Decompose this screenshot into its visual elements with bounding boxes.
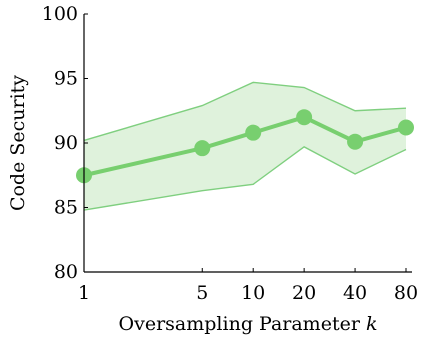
data-point-80 bbox=[398, 119, 414, 136]
series-line bbox=[83, 115, 407, 178]
x-tick-label: 20 bbox=[292, 282, 316, 304]
data-point-5 bbox=[194, 140, 211, 157]
y-tick-label: 80 bbox=[54, 261, 78, 283]
y-tick-label: 90 bbox=[54, 132, 78, 154]
x-tick-label: 40 bbox=[343, 282, 367, 304]
x-tick-label: 10 bbox=[241, 282, 265, 304]
x-ticks: 1 5 10 20 40 80 bbox=[78, 268, 418, 304]
x-tick-label: 5 bbox=[196, 282, 208, 304]
data-point-10 bbox=[245, 124, 262, 141]
x-tick-label: 80 bbox=[394, 282, 418, 304]
confidence-band bbox=[84, 82, 406, 211]
x-axis-label-variable: k bbox=[366, 313, 378, 335]
y-ticks: 80 85 90 95 100 bbox=[42, 3, 88, 283]
series-line-layer bbox=[83, 115, 407, 178]
y-tick-label: 95 bbox=[54, 68, 78, 90]
x-tick-label: 1 bbox=[78, 282, 90, 304]
x-axis-label: Oversampling Parameter k bbox=[119, 313, 378, 335]
x-axis-label-text: Oversampling Parameter bbox=[119, 313, 366, 335]
marker-layer bbox=[76, 109, 414, 184]
y-tick-label: 85 bbox=[54, 197, 78, 219]
confidence-band-layer bbox=[83, 81, 407, 211]
y-tick-label: 100 bbox=[42, 3, 78, 25]
band-upper-edge bbox=[83, 81, 407, 142]
y-axis-label: Code Security bbox=[7, 75, 29, 211]
data-point-20 bbox=[296, 109, 313, 126]
band-lower-edge bbox=[83, 146, 407, 211]
data-point-40 bbox=[347, 133, 364, 150]
